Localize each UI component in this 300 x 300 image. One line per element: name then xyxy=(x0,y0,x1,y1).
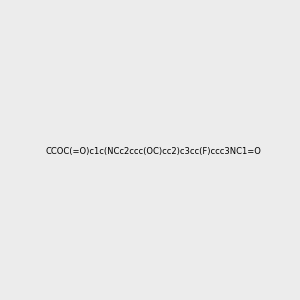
Text: CCOC(=O)c1c(NCc2ccc(OC)cc2)c3cc(F)ccc3NC1=O: CCOC(=O)c1c(NCc2ccc(OC)cc2)c3cc(F)ccc3NC… xyxy=(46,147,262,156)
